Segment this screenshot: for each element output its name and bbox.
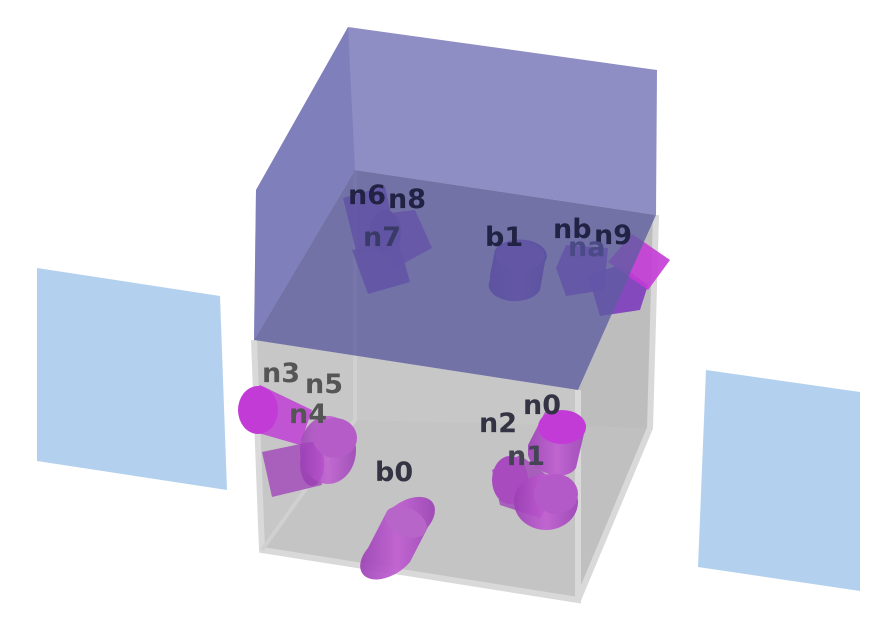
label-nb: nb (553, 214, 592, 245)
right-side-panel (698, 370, 860, 591)
label-n1: n1 (507, 441, 545, 472)
label-n4: n4 (289, 399, 327, 430)
label-b0: b0 (375, 457, 413, 488)
cylinder-n3 (238, 385, 312, 445)
label-n6: n6 (348, 180, 386, 211)
label-n5: n5 (305, 369, 343, 400)
cylinder-n1 (514, 474, 578, 530)
label-n7: n7 (363, 222, 401, 253)
cylinder-n0 (528, 410, 586, 476)
label-b1: b1 (485, 222, 523, 253)
label-n8: n8 (388, 184, 426, 215)
cylinder-n5 (300, 416, 357, 484)
label-n9: n9 (594, 220, 632, 251)
cylinder-b0 (360, 496, 435, 580)
label-n3: n3 (262, 358, 300, 389)
label-na: na (568, 232, 605, 263)
label-n2: n2 (479, 408, 517, 439)
label-n0: n0 (523, 390, 561, 421)
left-side-panel (37, 268, 227, 490)
upper-box (254, 27, 657, 390)
